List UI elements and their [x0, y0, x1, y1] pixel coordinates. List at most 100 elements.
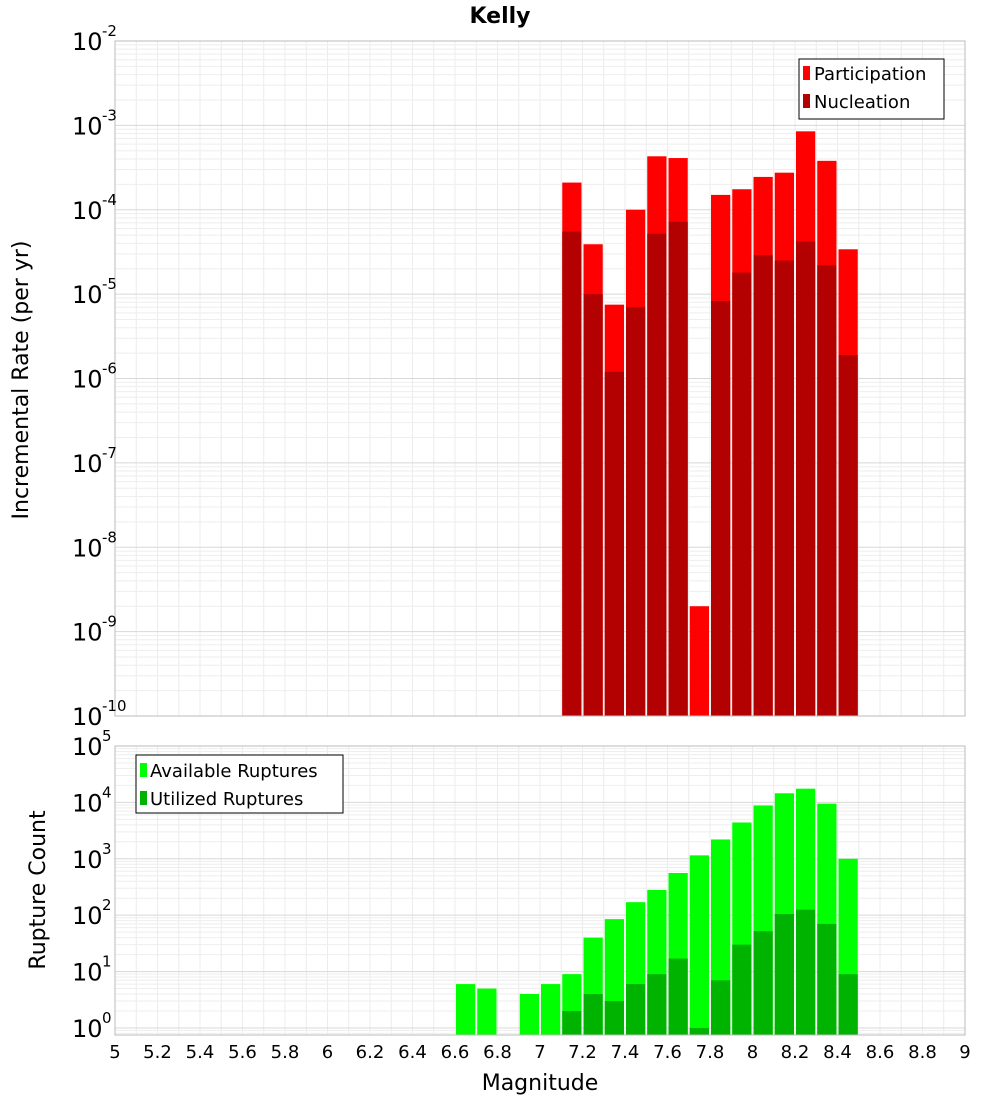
available-legend-swatch	[140, 763, 147, 777]
x-tick-label: 5.6	[228, 1042, 257, 1063]
top-y-tick-exponent: -2	[102, 22, 117, 40]
x-tick-label: 6.2	[356, 1042, 385, 1063]
top-y-tick-exponent: -6	[102, 360, 117, 378]
top-y-tick-exponent: -8	[102, 528, 117, 546]
bottom-bar-utilized-ruptures	[583, 994, 603, 1035]
bottom-bar-utilized-ruptures	[817, 923, 837, 1035]
top-y-tick-label: 10	[72, 28, 103, 56]
bottom-bar-utilized-ruptures	[753, 931, 773, 1035]
participation-legend-swatch	[803, 66, 810, 80]
top-bar-nucleation	[583, 294, 603, 716]
top-y-tick-exponent: -9	[102, 613, 117, 631]
top-y-tick-label: 10	[72, 534, 103, 562]
bottom-bar-utilized-ruptures	[562, 1010, 582, 1035]
top-bar-nucleation	[604, 371, 624, 716]
top-y-tick-label: 10	[72, 450, 103, 478]
nucleation-legend-swatch	[803, 94, 810, 108]
bottom-y-tick-label: 10	[72, 846, 103, 874]
bottom-bar-utilized-ruptures	[647, 974, 667, 1035]
bottom-bar-available-ruptures	[456, 984, 476, 1035]
bottom-bar-available-ruptures	[541, 984, 561, 1035]
top-y-tick-exponent: -5	[102, 275, 117, 293]
top-y-tick-label: 10	[72, 619, 103, 647]
bottom-y-tick-label: 10	[72, 902, 103, 930]
x-tick-label: 7	[534, 1042, 545, 1063]
bottom-y-tick-label: 10	[72, 789, 103, 817]
bottom-bar-available-ruptures	[519, 994, 539, 1035]
x-axis-ticks: 5 5.2 5.4 5.6 5.8 6 6.2 6.4 6.6 6.8 7 7.2 7.4 7.6 7.8 8…	[109, 1042, 970, 1063]
participation-legend-label: Participation	[814, 64, 926, 85]
bottom-y-tick-label: 10	[72, 1015, 103, 1043]
x-tick-label: 7.8	[696, 1042, 725, 1063]
top-bar-nucleation	[732, 272, 752, 716]
bottom-bar-utilized-ruptures	[604, 1001, 624, 1035]
bottom-bar-utilized-ruptures	[796, 909, 816, 1035]
utilized-legend-label: Utilized Ruptures	[150, 789, 303, 810]
x-tick-label: 7.6	[653, 1042, 682, 1063]
bottom-y-tick-exponent: 3	[102, 840, 112, 858]
top-y-tick-label: 10	[72, 281, 103, 309]
bottom-legend: Available Ruptures Utilized Ruptures	[135, 754, 344, 814]
x-tick-label: 7.2	[568, 1042, 597, 1063]
bottom-y-tick-label: 10	[72, 959, 103, 987]
top-legend-frame	[798, 58, 945, 120]
top-y-axis-label: Incremental Rate (per yr)	[9, 241, 34, 520]
top-y-tick-label: 10	[72, 703, 103, 731]
bottom-bar-utilized-ruptures	[626, 984, 646, 1035]
top-bar-nucleation	[796, 241, 816, 717]
x-tick-label: 8.8	[908, 1042, 937, 1063]
x-tick-label: 9	[959, 1042, 970, 1063]
x-tick-label: 6.6	[441, 1042, 470, 1063]
bottom-y-tick-exponent: 5	[102, 727, 112, 745]
top-y-tick-exponent: -4	[102, 191, 117, 209]
bottom-y-tick-exponent: 0	[102, 1009, 112, 1027]
top-y-tick-label: 10	[72, 112, 103, 140]
bottom-bar-utilized-ruptures	[711, 980, 731, 1035]
top-y-tick-exponent: -3	[102, 106, 117, 124]
top-bar-nucleation	[838, 354, 858, 716]
x-tick-label: 8.4	[823, 1042, 852, 1063]
top-plot-bars	[562, 131, 858, 717]
bottom-legend-frame	[135, 754, 344, 814]
bottom-bar-available-ruptures	[689, 855, 709, 1035]
top-bar-nucleation	[753, 255, 773, 716]
bottom-bar-utilized-ruptures	[689, 1027, 709, 1035]
top-bar-nucleation	[711, 300, 731, 716]
x-tick-label: 7.4	[611, 1042, 640, 1063]
bottom-bar-available-ruptures	[477, 988, 497, 1035]
x-axis-label: Magnitude	[482, 1071, 599, 1096]
utilized-legend-swatch	[140, 791, 147, 805]
x-tick-label: 8.6	[866, 1042, 895, 1063]
bottom-bar-utilized-ruptures	[732, 944, 752, 1035]
top-y-tick-label: 10	[72, 366, 103, 394]
bottom-y-tick-exponent: 4	[102, 783, 112, 801]
top-y-tick-exponent: -10	[102, 697, 127, 715]
top-y-tick-exponent: -7	[102, 444, 117, 462]
top-bar-nucleation	[647, 233, 667, 716]
top-bar-participation	[689, 606, 709, 716]
top-plot-frame	[114, 40, 966, 717]
top-plot-grid	[114, 41, 966, 717]
chart-title: Kelly	[469, 4, 530, 29]
top-bar-nucleation	[668, 221, 688, 716]
top-bar-nucleation	[817, 265, 837, 716]
bottom-bar-utilized-ruptures	[668, 958, 688, 1035]
x-tick-label: 5.8	[271, 1042, 300, 1063]
bottom-y-tick-exponent: 2	[102, 896, 112, 914]
x-tick-label: 8	[747, 1042, 758, 1063]
x-tick-label: 5.2	[143, 1042, 172, 1063]
top-legend: Participation Nucleation	[798, 58, 945, 120]
bottom-bar-utilized-ruptures	[774, 913, 794, 1035]
bottom-bar-utilized-ruptures	[838, 974, 858, 1035]
top-bar-nucleation	[562, 231, 582, 716]
bottom-y-tick-label: 10	[72, 733, 103, 761]
available-legend-label: Available Ruptures	[150, 761, 318, 782]
x-tick-label: 5.4	[186, 1042, 215, 1063]
bottom-y-axis-label: Rupture Count	[26, 810, 51, 970]
top-bar-nucleation	[774, 260, 794, 716]
bottom-plot-frame	[114, 745, 966, 1036]
nucleation-legend-label: Nucleation	[814, 92, 910, 113]
